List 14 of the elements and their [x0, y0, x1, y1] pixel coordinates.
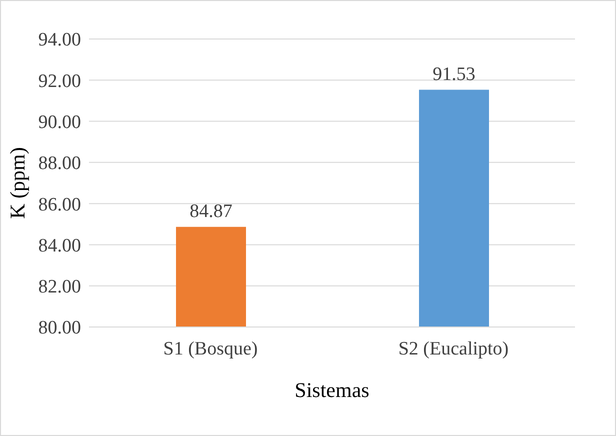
y-axis-title: K (ppm)	[5, 147, 30, 219]
y-tick-label: 90.00	[38, 112, 81, 134]
y-tick-label: 86.00	[38, 194, 81, 216]
y-tick-label: 88.00	[38, 153, 81, 174]
y-tick-label: 92.00	[38, 70, 81, 92]
data-label: 84.87	[190, 200, 232, 222]
x-tick-label: S2 (Eucalipto)	[398, 338, 509, 360]
y-tick-label: 82.00	[38, 276, 81, 298]
y-tick-label: 94.00	[38, 30, 81, 51]
x-axis-title: Sistemas	[294, 378, 370, 402]
x-tick-label: S1 (Bosque)	[163, 338, 258, 360]
y-tick-label: 84.00	[38, 235, 81, 256]
data-label: 91.53	[432, 64, 476, 85]
y-tick-label: 80.00	[38, 318, 81, 339]
